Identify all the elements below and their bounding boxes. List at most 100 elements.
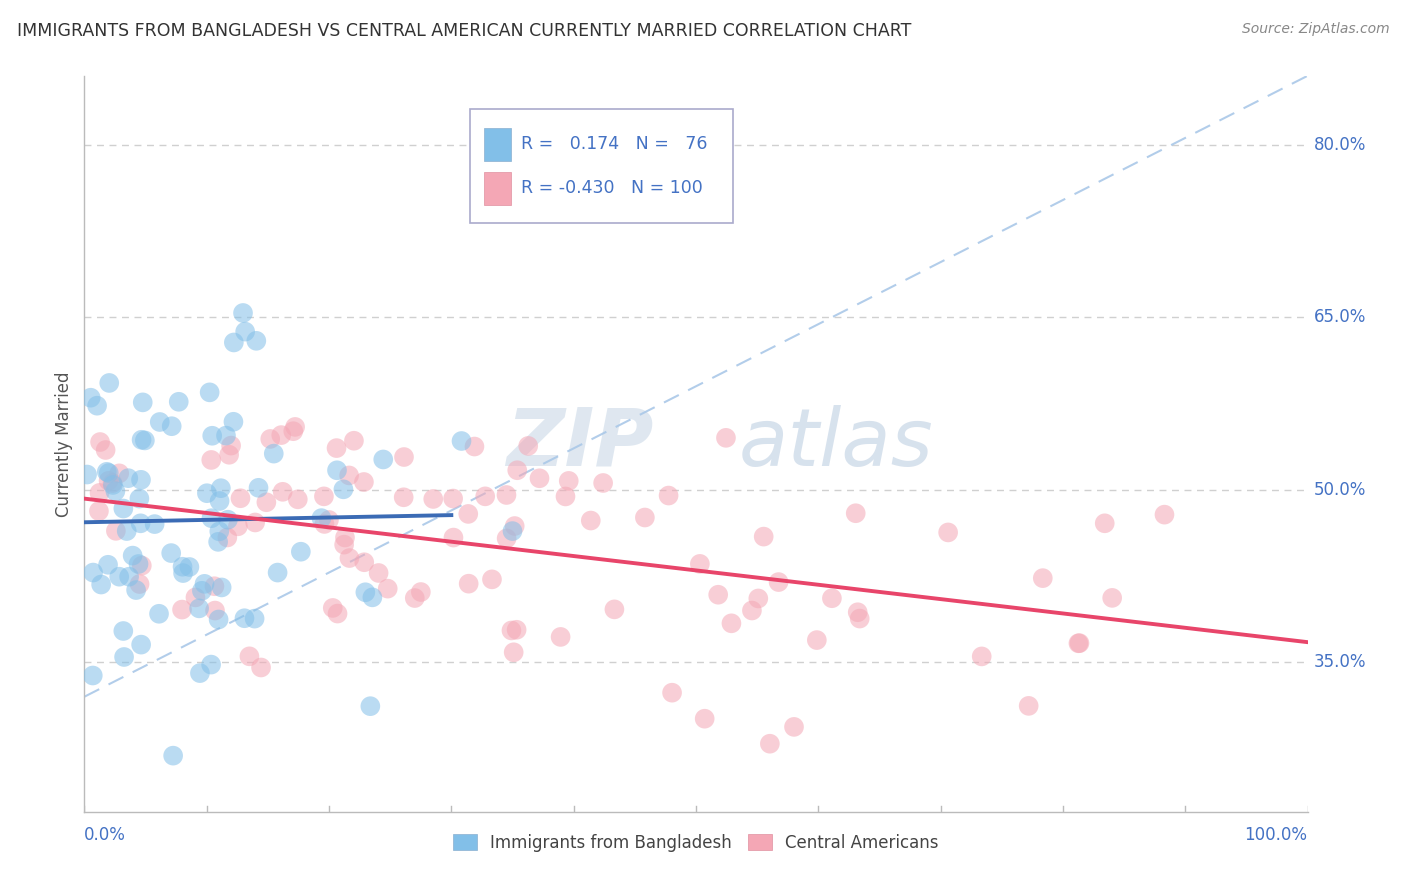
Text: 80.0%: 80.0% xyxy=(1313,136,1367,153)
Text: ZIP: ZIP xyxy=(506,405,654,483)
Point xyxy=(195,486,218,500)
Point xyxy=(97,558,120,572)
Point xyxy=(104,484,127,499)
Point xyxy=(326,607,349,621)
Point xyxy=(603,602,626,616)
Point xyxy=(658,489,681,503)
Point xyxy=(134,434,156,448)
Point xyxy=(184,591,207,605)
Point xyxy=(208,494,231,508)
Point xyxy=(495,488,517,502)
Point xyxy=(457,576,479,591)
Point xyxy=(217,513,239,527)
Point xyxy=(129,638,152,652)
Point xyxy=(207,612,229,626)
Point xyxy=(108,570,131,584)
Point xyxy=(172,566,194,580)
Point xyxy=(311,511,333,525)
Text: R = -0.430   N = 100: R = -0.430 N = 100 xyxy=(522,179,703,197)
Point xyxy=(204,579,226,593)
Point xyxy=(97,474,120,488)
Point xyxy=(502,524,524,538)
Point xyxy=(312,489,335,503)
Point xyxy=(318,513,340,527)
Point xyxy=(392,450,415,464)
Point xyxy=(759,737,782,751)
Point xyxy=(741,603,763,617)
Point xyxy=(550,630,572,644)
Point xyxy=(752,530,775,544)
Point xyxy=(254,495,277,509)
Point xyxy=(218,448,240,462)
Point xyxy=(373,452,395,467)
Point xyxy=(219,439,242,453)
Point xyxy=(211,581,233,595)
Point xyxy=(132,395,155,409)
Y-axis label: Currently Married: Currently Married xyxy=(55,371,73,516)
Point xyxy=(768,575,790,590)
Point xyxy=(592,475,614,490)
Point xyxy=(506,463,529,477)
Text: 0.0%: 0.0% xyxy=(84,825,127,844)
Point xyxy=(112,501,135,516)
Point xyxy=(243,612,266,626)
Point xyxy=(115,524,138,538)
Point xyxy=(247,481,270,495)
Point xyxy=(457,507,479,521)
Point xyxy=(287,492,309,507)
Point xyxy=(80,391,103,405)
Point xyxy=(118,570,141,584)
Point xyxy=(112,624,135,638)
Point xyxy=(162,748,184,763)
Point xyxy=(936,525,959,540)
Point xyxy=(443,531,465,545)
Point xyxy=(284,420,307,434)
Point xyxy=(125,583,148,598)
Point xyxy=(1067,636,1090,650)
Point xyxy=(1032,571,1054,585)
Point xyxy=(361,591,384,605)
Legend: Immigrants from Bangladesh, Central Americans: Immigrants from Bangladesh, Central Amer… xyxy=(447,827,945,859)
Point xyxy=(215,428,238,442)
Point xyxy=(222,335,245,350)
Point xyxy=(693,712,716,726)
Point xyxy=(245,334,267,348)
Point xyxy=(128,557,150,571)
Point xyxy=(198,385,221,400)
Point xyxy=(129,473,152,487)
Point xyxy=(283,424,305,438)
Point xyxy=(271,484,294,499)
Point xyxy=(96,465,118,479)
Point xyxy=(689,557,711,571)
Point xyxy=(326,463,349,477)
Point xyxy=(128,491,150,506)
Point xyxy=(661,686,683,700)
Point xyxy=(359,699,381,714)
Point xyxy=(160,419,183,434)
Text: 35.0%: 35.0% xyxy=(1313,653,1367,672)
Point xyxy=(149,415,172,429)
Point xyxy=(1094,516,1116,531)
Point xyxy=(263,447,285,461)
Point xyxy=(325,441,347,455)
Point xyxy=(422,491,444,506)
Text: R =   0.174   N =   76: R = 0.174 N = 76 xyxy=(522,136,707,153)
Point xyxy=(112,650,135,665)
Text: Source: ZipAtlas.com: Source: ZipAtlas.com xyxy=(1241,22,1389,37)
Point xyxy=(339,551,361,566)
Point xyxy=(481,573,503,587)
Point xyxy=(707,588,730,602)
Point xyxy=(714,431,737,445)
Point xyxy=(845,506,868,520)
Point xyxy=(200,657,222,672)
Point xyxy=(98,376,121,390)
Point xyxy=(160,546,183,560)
Point xyxy=(131,433,153,447)
Point xyxy=(229,491,252,506)
Point xyxy=(517,439,540,453)
Point xyxy=(129,516,152,531)
Point xyxy=(97,466,120,480)
Point xyxy=(188,666,211,681)
Point xyxy=(1153,508,1175,522)
Point xyxy=(270,428,292,442)
